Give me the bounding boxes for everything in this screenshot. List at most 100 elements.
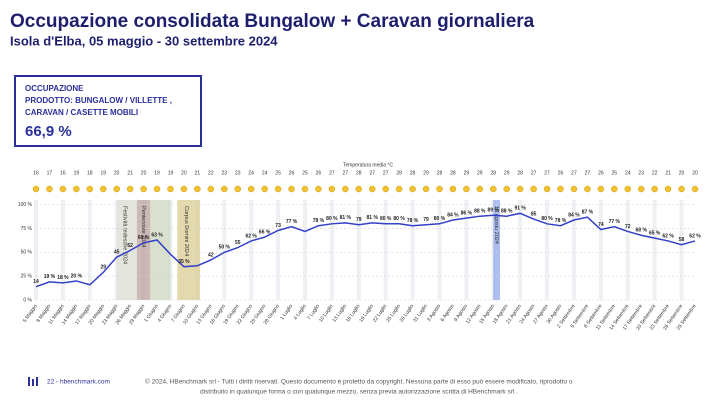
- data-label: 89 %: [488, 208, 500, 214]
- weather-icon: [140, 185, 147, 193]
- temperature: 27: [343, 170, 349, 176]
- weekend-stripe: [276, 200, 281, 300]
- temperature: 20: [114, 170, 120, 176]
- weather-icon: [637, 185, 645, 193]
- subtitle: Isola d'Elba, 05 maggio - 30 settembre 2…: [10, 33, 278, 48]
- temperature: 19: [100, 170, 106, 176]
- data-label: 55: [235, 240, 241, 246]
- weather-icon: [409, 185, 416, 193]
- data-label: 20 %: [71, 273, 83, 279]
- weather-icon: [59, 185, 67, 193]
- data-label: 88 %: [501, 209, 513, 215]
- weekend-stripe: [679, 200, 684, 300]
- y-tick-label: 100 %: [18, 202, 33, 208]
- weather-icon: [46, 185, 53, 193]
- temperature: 20: [692, 170, 698, 176]
- temperature: 23: [638, 170, 644, 176]
- weather-icon: [503, 185, 510, 193]
- y-tick-label: 25 %: [21, 274, 33, 280]
- weather-icon: [180, 185, 188, 193]
- data-label: 74: [598, 222, 604, 228]
- weekend-stripe: [598, 200, 603, 300]
- data-label: 79: [356, 217, 362, 223]
- annotation: Festività tedesche 2024: [121, 206, 127, 264]
- weather-icon: [449, 185, 457, 193]
- kpi-label: PRODOTTO: BUNGALOW / VILLETTE ,: [25, 96, 172, 105]
- weather-icon: [274, 185, 282, 193]
- data-label: 73: [275, 223, 281, 229]
- temperature: 22: [208, 170, 214, 176]
- data-label: 80 %: [434, 216, 446, 222]
- weather-icon: [516, 185, 524, 193]
- data-label: 86 %: [461, 210, 473, 216]
- weather-icon: [32, 185, 40, 193]
- weather-icon: [221, 185, 228, 193]
- weather-icon: [570, 185, 578, 193]
- holiday-band: [116, 200, 137, 300]
- weekend-stripe: [545, 200, 550, 300]
- temperature: 28: [410, 170, 416, 176]
- data-label: 78 %: [407, 218, 419, 224]
- weather-icon: [261, 185, 268, 193]
- weekend-stripe: [329, 200, 334, 300]
- weather-icon: [301, 185, 309, 193]
- temperature: 22: [652, 170, 658, 176]
- temperature: 21: [195, 170, 201, 176]
- data-label: 63 %: [151, 232, 163, 238]
- y-tick-label: 75 %: [21, 226, 33, 232]
- kpi-label: CARAVAN / CASETTE MOBILI: [25, 108, 138, 117]
- data-label: 35 %: [178, 259, 190, 265]
- data-label: 42: [208, 252, 214, 258]
- weather-icon: [86, 185, 94, 193]
- weekend-stripe: [87, 200, 92, 300]
- weekend-stripe: [410, 200, 415, 300]
- temperature: 29: [504, 170, 510, 176]
- data-label: 45: [114, 249, 120, 255]
- data-label: 66 %: [259, 229, 271, 235]
- weather-icon: [422, 185, 430, 193]
- data-label: 19 %: [44, 274, 56, 280]
- temperature-title: Temperatura media °C: [343, 162, 393, 168]
- weekend-stripe: [571, 200, 576, 300]
- data-label: 91 %: [514, 206, 526, 212]
- weekend-stripe: [437, 200, 442, 300]
- temperature: 28: [437, 170, 443, 176]
- weather-icon: [328, 185, 336, 193]
- temperature: 25: [302, 170, 308, 176]
- data-label: 77 %: [609, 219, 621, 225]
- data-label: 72: [625, 224, 631, 230]
- annotation: Pentecoste 2024: [140, 206, 146, 247]
- data-label: 87 %: [582, 209, 594, 215]
- temperature: 21: [665, 170, 671, 176]
- temperature: 16: [60, 170, 66, 176]
- data-label: 80 %: [393, 216, 405, 222]
- weather-icon: [436, 185, 443, 193]
- weather-icon: [153, 185, 161, 193]
- weather-icon: [342, 185, 349, 193]
- data-label: 52: [127, 243, 133, 249]
- kpi-label: OCCUPAZIONE: [25, 84, 84, 93]
- temperature: 28: [396, 170, 402, 176]
- weather-icon: [395, 185, 403, 193]
- weather-icon: [530, 185, 537, 193]
- data-label: 58: [679, 237, 685, 243]
- temperature: 18: [87, 170, 93, 176]
- data-label: 80 %: [541, 216, 553, 222]
- temperature: 27: [585, 170, 591, 176]
- title: Occupazione consolidata Bungalow + Carav…: [10, 11, 535, 32]
- data-label: 65 %: [649, 230, 661, 236]
- temperature: 19: [168, 170, 174, 176]
- temperature: 24: [248, 170, 254, 176]
- copyright: distribuito in qualunque forma o con qua…: [200, 389, 518, 396]
- holiday-band: [136, 200, 151, 300]
- data-label: 62 %: [689, 233, 701, 239]
- data-label: 50 %: [219, 245, 231, 251]
- data-label: 78 %: [313, 218, 325, 224]
- temperature: 20: [181, 170, 187, 176]
- weather-icon: [234, 185, 241, 193]
- temperature: 20: [141, 170, 147, 176]
- temperature: 19: [154, 170, 160, 176]
- data-label: 81 %: [367, 215, 379, 221]
- annotation: Corpus Domini 2024: [183, 206, 189, 256]
